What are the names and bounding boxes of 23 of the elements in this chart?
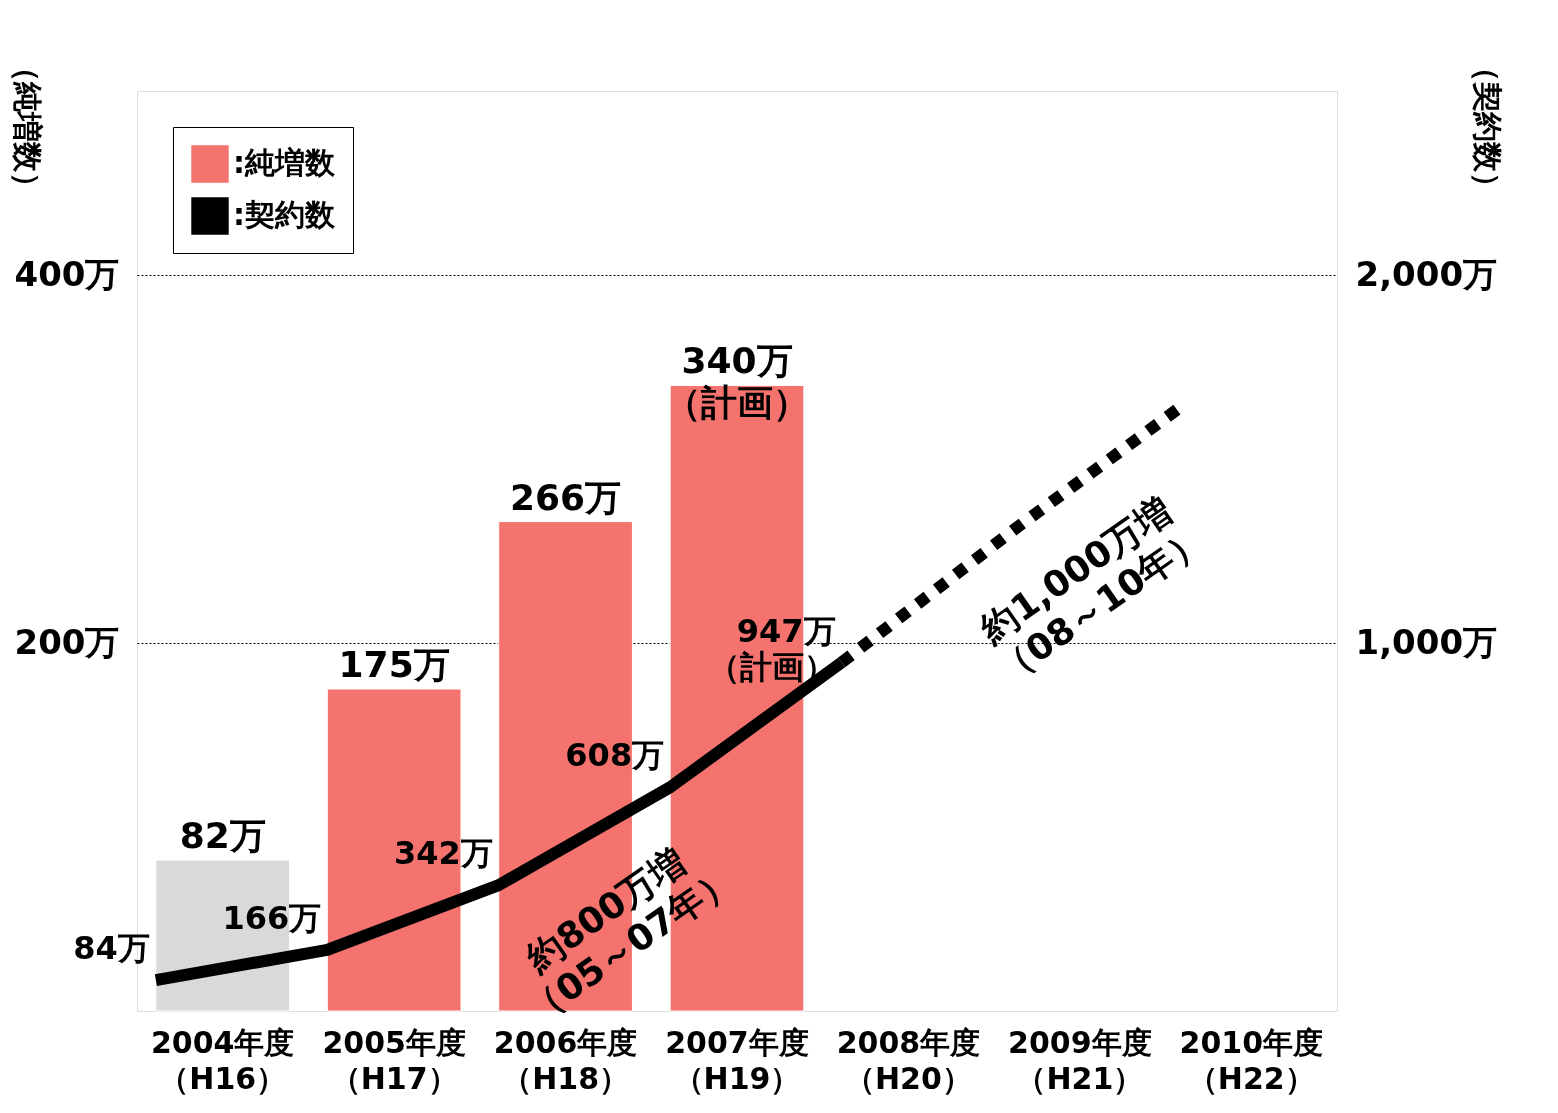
data-label: 340万（計画）: [665, 340, 809, 424]
y-tick-label: 400万: [14, 253, 120, 294]
x-tick-label: 2007年度（H19）: [665, 1025, 809, 1096]
y2-tick-label: 1,000万: [1355, 621, 1498, 662]
x-tick-label: 2009年度（H21）: [1008, 1025, 1152, 1096]
data-label: 342万: [393, 834, 493, 873]
y2-axis-title: （契約数）: [1470, 51, 1506, 202]
data-label: 84万: [73, 929, 150, 968]
legend-label: :契約数: [233, 197, 336, 232]
legend-label: :純増数: [233, 145, 336, 180]
x-tick-label: 2004年度（H16）: [150, 1025, 295, 1096]
x-tick-label: 2006年度（H18）: [493, 1025, 638, 1096]
data-label: 166万: [222, 898, 322, 937]
x-tick-label: 2005年度（H17）: [322, 1025, 466, 1096]
data-label: 82万: [179, 815, 266, 857]
bar: [326, 688, 462, 1012]
y2-tick-label: 2,000万: [1355, 253, 1498, 294]
y-tick-label: 200万: [14, 621, 120, 662]
data-label: 175万: [338, 644, 450, 685]
x-tick-label: 2010年度（H22）: [1179, 1025, 1324, 1096]
y-axis-title: （純増数）: [9, 51, 45, 202]
data-label: 266万: [509, 476, 622, 518]
x-tick-label: 2008年度（H20）: [836, 1025, 981, 1096]
